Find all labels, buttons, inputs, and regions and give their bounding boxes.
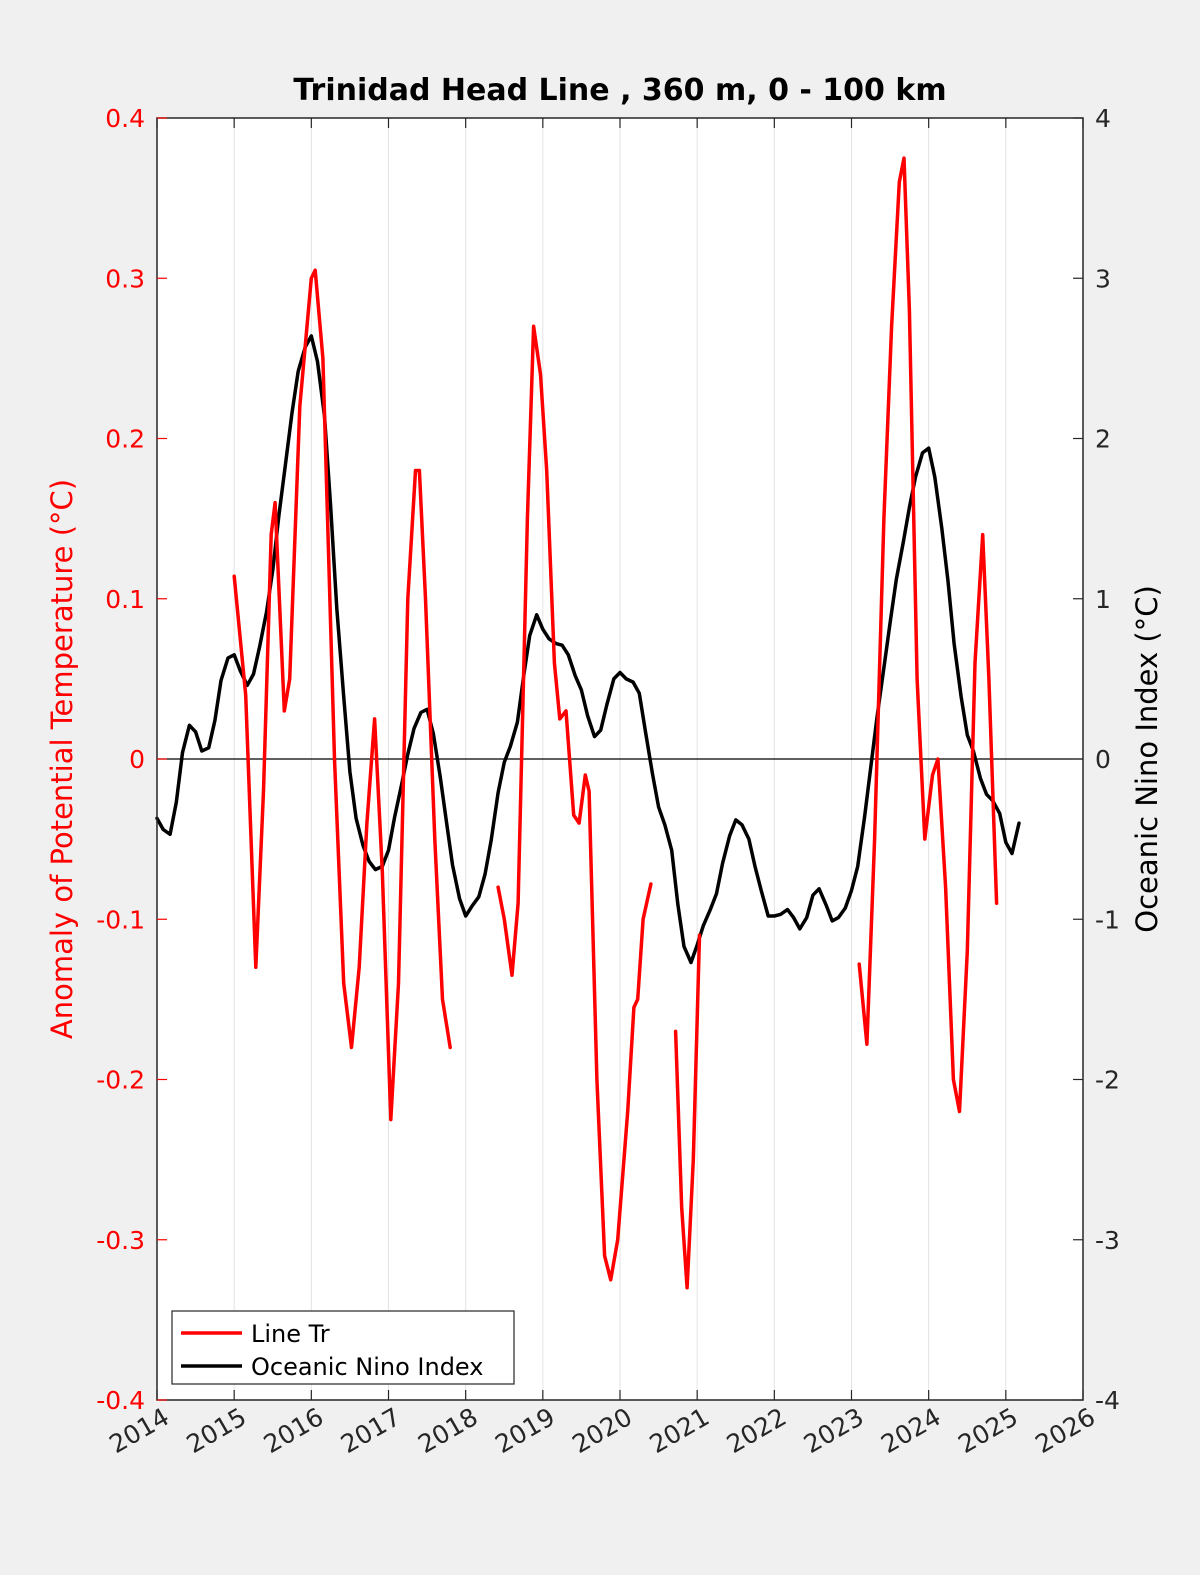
legend-label-oni: Oceanic Nino Index (251, 1353, 483, 1381)
data-lines (155, 156, 1021, 1290)
y-left-tick-label: -0.4 (96, 1386, 145, 1415)
right-axis-label: Oceanic Nino Index (°C) (1130, 585, 1164, 933)
y-left-tick-label: 0.4 (105, 104, 145, 133)
ticks (156, 117, 1084, 1401)
y-right-tick-label: 3 (1095, 264, 1111, 293)
y-right-tick-label: -1 (1095, 905, 1120, 934)
x-tick-label: 2018 (413, 1402, 483, 1459)
y-right-tick-label: 2 (1095, 425, 1111, 454)
y-right-tick-label: -3 (1095, 1226, 1120, 1255)
y-right-tick-label: 0 (1095, 745, 1111, 774)
x-tick-label: 2021 (645, 1402, 715, 1459)
legend-box (171, 1310, 515, 1385)
line-tr-series-segment-2 (673, 933, 702, 1290)
chart-title: Trinidad Head Line , 360 m, 0 - 100 km (293, 73, 946, 108)
left-axis-label: Anomaly of Potential Temperature (°C) (45, 479, 79, 1039)
y-left-tick-label: -0.1 (96, 905, 145, 934)
line-tr-series-segment-0 (232, 268, 452, 1122)
legend-label-line-tr: Line Tr (251, 1320, 330, 1348)
x-tick-label: 2026 (1030, 1402, 1100, 1459)
y-right-tick-label: -2 (1095, 1066, 1120, 1095)
x-tick-label: 2022 (722, 1402, 792, 1459)
y-left-tick-label: 0.1 (105, 585, 145, 614)
line-tr-series-segment-1 (496, 324, 653, 1282)
y-left-tick-label: 0.3 (105, 264, 145, 293)
x-tick-label: 2020 (567, 1402, 637, 1459)
y-left-tick-label: 0.2 (105, 425, 145, 454)
x-tick-label: 2024 (876, 1402, 946, 1459)
legend: Line Tr Oceanic Nino Index (171, 1310, 515, 1385)
y-left-tick-label: -0.2 (96, 1066, 145, 1095)
line-tr-series-segment-3 (857, 156, 999, 1114)
x-tick-label: 2025 (953, 1402, 1023, 1459)
x-tick-label: 2015 (182, 1402, 252, 1459)
y-left-tick-label: 0 (129, 745, 145, 774)
y-right-tick-label: 1 (1095, 585, 1111, 614)
y-left-tick-label: -0.3 (96, 1226, 145, 1255)
x-tick-label: 2016 (259, 1402, 329, 1459)
x-tick-label: 2017 (336, 1402, 406, 1459)
oni-series-segment-0 (155, 334, 1021, 965)
y-right-tick-label: -4 (1095, 1386, 1120, 1415)
x-tick-label: 2019 (490, 1402, 560, 1459)
y-right-tick-label: 4 (1095, 104, 1111, 133)
x-tick-label: 2023 (799, 1402, 869, 1459)
